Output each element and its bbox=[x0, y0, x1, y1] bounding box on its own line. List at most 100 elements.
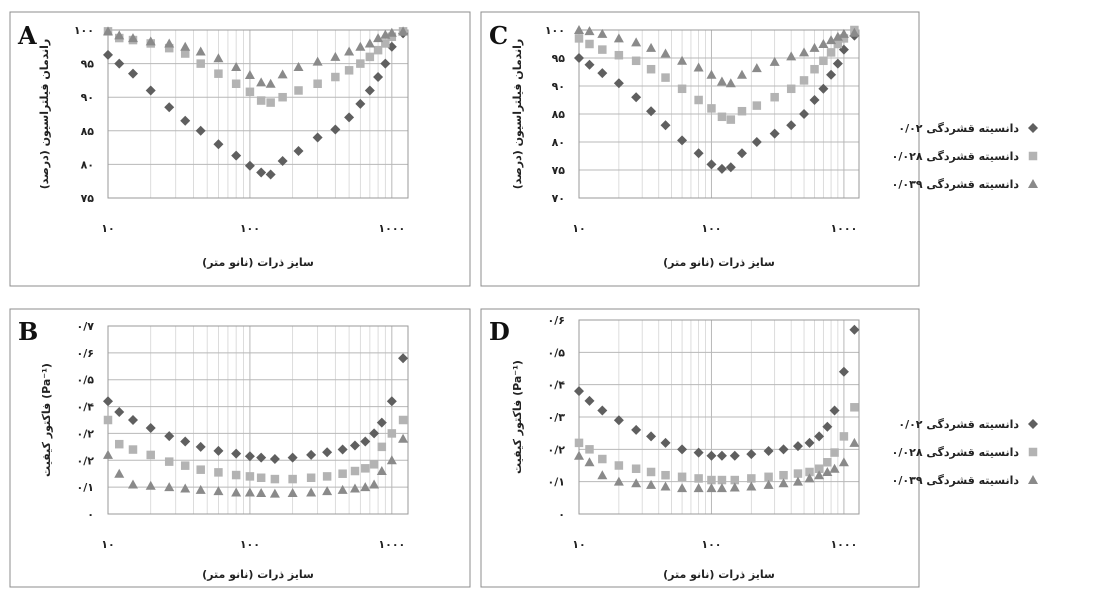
plot-area bbox=[107, 29, 409, 199]
series-1 bbox=[103, 353, 409, 464]
data-point bbox=[598, 454, 607, 464]
data-point bbox=[631, 37, 642, 47]
data-point bbox=[597, 68, 608, 79]
data-point bbox=[850, 403, 859, 412]
data-point bbox=[231, 61, 242, 71]
y-axis-label: راندمان فیلتراسیون (درصد) bbox=[511, 39, 524, 189]
data-point bbox=[164, 102, 175, 113]
data-point bbox=[809, 42, 820, 52]
data-point bbox=[693, 447, 704, 458]
data-point bbox=[574, 53, 584, 63]
data-point bbox=[584, 457, 595, 467]
legend-label: دانسیته قشردگی ۰/۰۳۹ bbox=[892, 178, 1020, 191]
x-axis-label: سایز ذرات (نانو متر) bbox=[663, 256, 775, 269]
data-point bbox=[265, 78, 276, 88]
data-point bbox=[804, 473, 815, 483]
data-point bbox=[706, 159, 717, 170]
data-point bbox=[646, 467, 656, 477]
data-point bbox=[266, 98, 275, 107]
data-point bbox=[356, 59, 365, 68]
x-tick-label: ۱۰۰ bbox=[240, 222, 260, 235]
data-point bbox=[213, 486, 224, 496]
y-tick-label: ۸۵ bbox=[552, 108, 566, 121]
data-point bbox=[746, 481, 757, 491]
data-point bbox=[677, 483, 688, 493]
data-point bbox=[338, 469, 347, 478]
data-point bbox=[103, 415, 113, 425]
data-point bbox=[786, 84, 796, 94]
x-axis-label: سایز ذرات (نانو متر) bbox=[202, 256, 314, 269]
series-3 bbox=[103, 433, 409, 498]
panel-letter: D bbox=[489, 317, 510, 346]
legend-label: دانسیته قشردگی ۰/۰۲۸ bbox=[892, 446, 1020, 459]
y-tick-label: ۰/۴ bbox=[548, 379, 566, 392]
data-point bbox=[849, 437, 860, 447]
y-tick-label: ۹۵ bbox=[552, 52, 566, 65]
data-point bbox=[661, 73, 670, 82]
data-point bbox=[613, 78, 624, 89]
data-point bbox=[398, 433, 409, 443]
y-tick-label: ۰/۵ bbox=[77, 374, 95, 387]
data-point bbox=[830, 448, 839, 457]
panel-a: ۷۵ ۸۰ ۸۵ ۹۰ ۹۵ ۱۰۰ ۱۰ ۱۰۰ ۱۰۰۰ سایز ذرات (نانو مت… bbox=[9, 11, 471, 287]
data-point bbox=[826, 35, 837, 45]
data-point bbox=[103, 449, 113, 459]
data-point bbox=[269, 453, 280, 464]
data-point bbox=[293, 61, 304, 71]
data-point bbox=[631, 478, 642, 488]
y-tick-label: ۰/۴ bbox=[77, 401, 95, 414]
data-point bbox=[646, 64, 656, 74]
data-point bbox=[349, 483, 360, 493]
data-point bbox=[597, 28, 608, 38]
data-point bbox=[584, 59, 595, 70]
data-point bbox=[344, 66, 354, 75]
data-point bbox=[716, 163, 727, 174]
data-point bbox=[826, 48, 836, 57]
data-point bbox=[707, 104, 716, 113]
x-axis-label: سایز ذرات (نانو متر) bbox=[202, 568, 314, 581]
data-point bbox=[764, 472, 773, 482]
y-tick-label: ۰/۳ bbox=[548, 411, 566, 424]
data-point bbox=[805, 467, 814, 477]
y-tick-label: ۸۰ bbox=[552, 136, 565, 149]
data-point bbox=[631, 464, 641, 473]
data-point bbox=[337, 484, 348, 494]
data-point bbox=[778, 444, 789, 455]
y-axis-label: فاکتور کیفیت (Pa⁻¹) bbox=[511, 360, 524, 474]
data-point bbox=[256, 167, 267, 178]
data-point bbox=[763, 479, 774, 489]
data-point bbox=[180, 483, 191, 493]
data-point bbox=[770, 92, 779, 102]
data-point bbox=[164, 457, 174, 466]
data-point bbox=[737, 106, 747, 116]
x-tick-label: ۱۰ bbox=[572, 222, 585, 235]
data-point bbox=[746, 449, 757, 460]
data-point bbox=[145, 85, 156, 96]
y-tick-label: ۷۵ bbox=[81, 192, 95, 205]
data-point bbox=[849, 27, 860, 37]
data-point bbox=[322, 447, 333, 458]
data-point bbox=[810, 64, 819, 74]
data-point bbox=[287, 488, 298, 498]
data-point bbox=[574, 25, 584, 34]
y-tick-label: ۷۵ bbox=[552, 164, 566, 177]
data-point bbox=[312, 132, 323, 143]
data-point bbox=[751, 63, 762, 73]
data-point bbox=[231, 150, 242, 161]
data-point bbox=[660, 48, 671, 58]
data-point bbox=[195, 441, 206, 452]
data-point bbox=[322, 472, 332, 481]
data-point bbox=[322, 486, 333, 496]
data-point bbox=[585, 39, 594, 49]
data-point bbox=[799, 47, 810, 57]
data-point bbox=[706, 483, 717, 493]
y-tick-label: ۰/۱ bbox=[548, 476, 565, 489]
data-point bbox=[818, 39, 829, 48]
data-point bbox=[839, 432, 849, 441]
panel-b: ۰ ۰/۱ ۰/۲ ۰/۲ ۰/۴ ۰/۵ ۰/۶ ۰/۷ ۱۰ ۱۰۰ ۱۰۰۰ سایز ذرات… bbox=[9, 308, 471, 588]
data-point bbox=[256, 488, 267, 498]
data-point bbox=[725, 162, 736, 173]
data-point bbox=[288, 474, 297, 484]
data-point bbox=[598, 45, 607, 54]
data-point bbox=[693, 483, 704, 493]
